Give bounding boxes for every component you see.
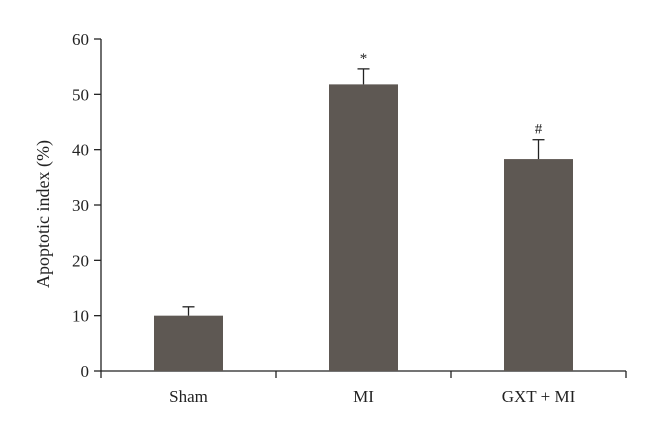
x-category-label: Sham — [169, 387, 208, 406]
significance-marker: * — [360, 51, 368, 67]
x-category-label: MI — [353, 387, 374, 406]
y-tick-label: 30 — [72, 196, 89, 215]
y-tick-label: 50 — [72, 85, 89, 104]
y-tick-label: 0 — [81, 362, 90, 381]
y-axis: 0 10 20 30 40 50 60 — [72, 30, 102, 381]
bar — [504, 159, 573, 371]
significance-marker: # — [535, 122, 543, 138]
y-tick-label: 40 — [72, 141, 89, 160]
y-tick-label: 60 — [72, 30, 89, 49]
x-axis: Sham MI GXT + MI — [100, 370, 627, 406]
bars: *# — [154, 51, 573, 371]
y-tick-label: 10 — [72, 307, 89, 326]
y-axis-title: Apoptotic index (%) — [33, 140, 54, 288]
y-tick-label: 20 — [72, 251, 89, 270]
x-category-label: GXT + MI — [502, 387, 576, 406]
bar — [154, 315, 223, 371]
bar — [329, 84, 398, 371]
